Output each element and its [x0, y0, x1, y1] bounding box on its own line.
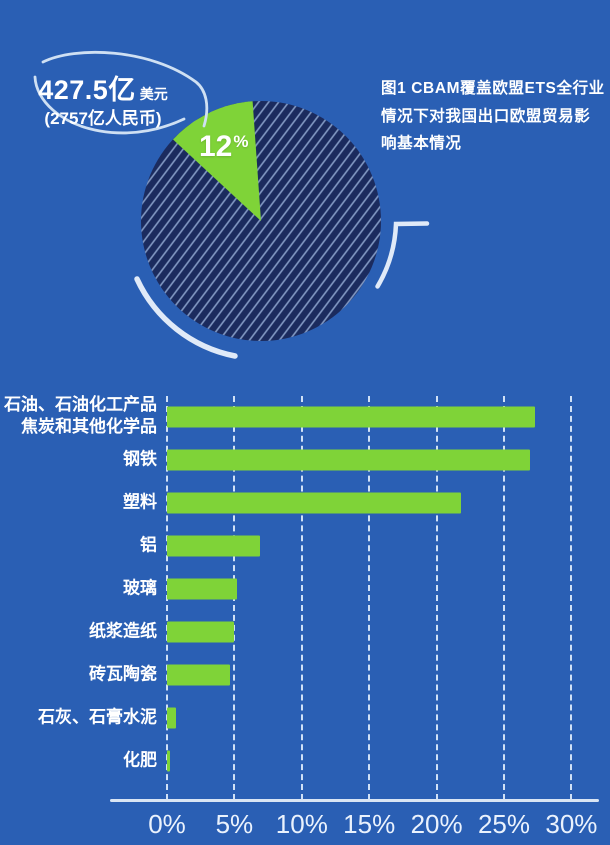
pie-slice-percentage-label: 12%	[199, 130, 249, 164]
bar-row: 铝	[0, 524, 610, 567]
bar-row: 钢铁	[0, 438, 610, 481]
callout-currency-unit: 美元	[139, 86, 168, 102]
x-tick-label: 30%	[545, 809, 598, 839]
bar-category-label: 砖瓦陶瓷	[89, 664, 157, 684]
bar-category-label: 玻璃	[123, 578, 157, 598]
bar	[167, 750, 170, 772]
x-tick-label: 0%	[148, 809, 186, 839]
figure-title: 图1 CBAM覆盖欧盟ETS全行业 情况下对我国出口欧盟贸易影 响基本情况	[381, 75, 605, 158]
callout-ellipse-top-arc	[41, 50, 209, 128]
bar-row: 石灰、石膏水泥	[0, 697, 610, 740]
bar	[167, 707, 177, 729]
figure-title-line-2: 情况下对我国出口欧盟贸易影	[381, 107, 591, 125]
bar-row: 石油、石油化工产品 焦炭和其他化学品	[0, 395, 610, 438]
pie-callout-value-block: 427.5亿 美元 (2757亿人民币)	[33, 75, 173, 128]
gridline	[570, 396, 573, 800]
callout-amount-usd: 427.5亿	[38, 75, 136, 105]
gridline	[435, 396, 438, 800]
bar	[167, 406, 535, 428]
bar	[167, 578, 238, 600]
bar	[167, 621, 235, 643]
bar-category-label: 纸浆造纸	[89, 621, 157, 641]
bar-category-label: 石油、石油化工产品 焦炭和其他化学品	[4, 394, 157, 437]
bar	[167, 535, 260, 557]
figure-title-line-3: 响基本情况	[381, 135, 462, 152]
gridline	[503, 396, 505, 800]
decor-arc-right	[375, 221, 430, 289]
bar-category-label: 铝	[140, 535, 157, 555]
pie-chart	[33, 50, 430, 359]
bar-row: 玻璃	[0, 567, 610, 610]
x-tick-label: 5%	[215, 809, 254, 839]
x-tick-label: 25%	[477, 809, 531, 839]
bar-row: 塑料	[0, 481, 610, 524]
bar-category-label: 塑料	[123, 492, 157, 512]
bar-row: 砖瓦陶瓷	[0, 654, 610, 697]
bar-row: 化肥	[0, 740, 610, 783]
x-tick-label: 15%	[343, 809, 396, 839]
pie-slice-value: 12	[199, 130, 233, 163]
bar	[167, 492, 461, 514]
figure-title-line-1: 图1 CBAM覆盖欧盟ETS全行业	[381, 80, 605, 97]
gridline	[368, 396, 371, 800]
bar-row: 纸浆造纸	[0, 611, 610, 654]
bar	[167, 664, 231, 686]
pie-highlight-slice	[173, 101, 261, 221]
gridline	[300, 396, 303, 800]
callout-amount-rmb: (2757亿人民币)	[44, 108, 162, 128]
pie-slice-percent-sign: %	[233, 132, 249, 151]
bar-category-label: 化肥	[123, 750, 157, 770]
x-tick-label: 10%	[275, 809, 328, 839]
bar-category-label: 石灰、石膏水泥	[38, 707, 157, 727]
x-tick-label: 20%	[410, 809, 463, 839]
callout-amount-line: 427.5亿 美元	[33, 75, 173, 106]
decor-arc-bottom-left	[134, 276, 238, 359]
x-axis-line	[110, 799, 599, 802]
callout-ellipse-bottom-arc	[33, 75, 186, 135]
bar	[167, 449, 530, 471]
bar-category-label: 钢铁	[123, 449, 157, 469]
